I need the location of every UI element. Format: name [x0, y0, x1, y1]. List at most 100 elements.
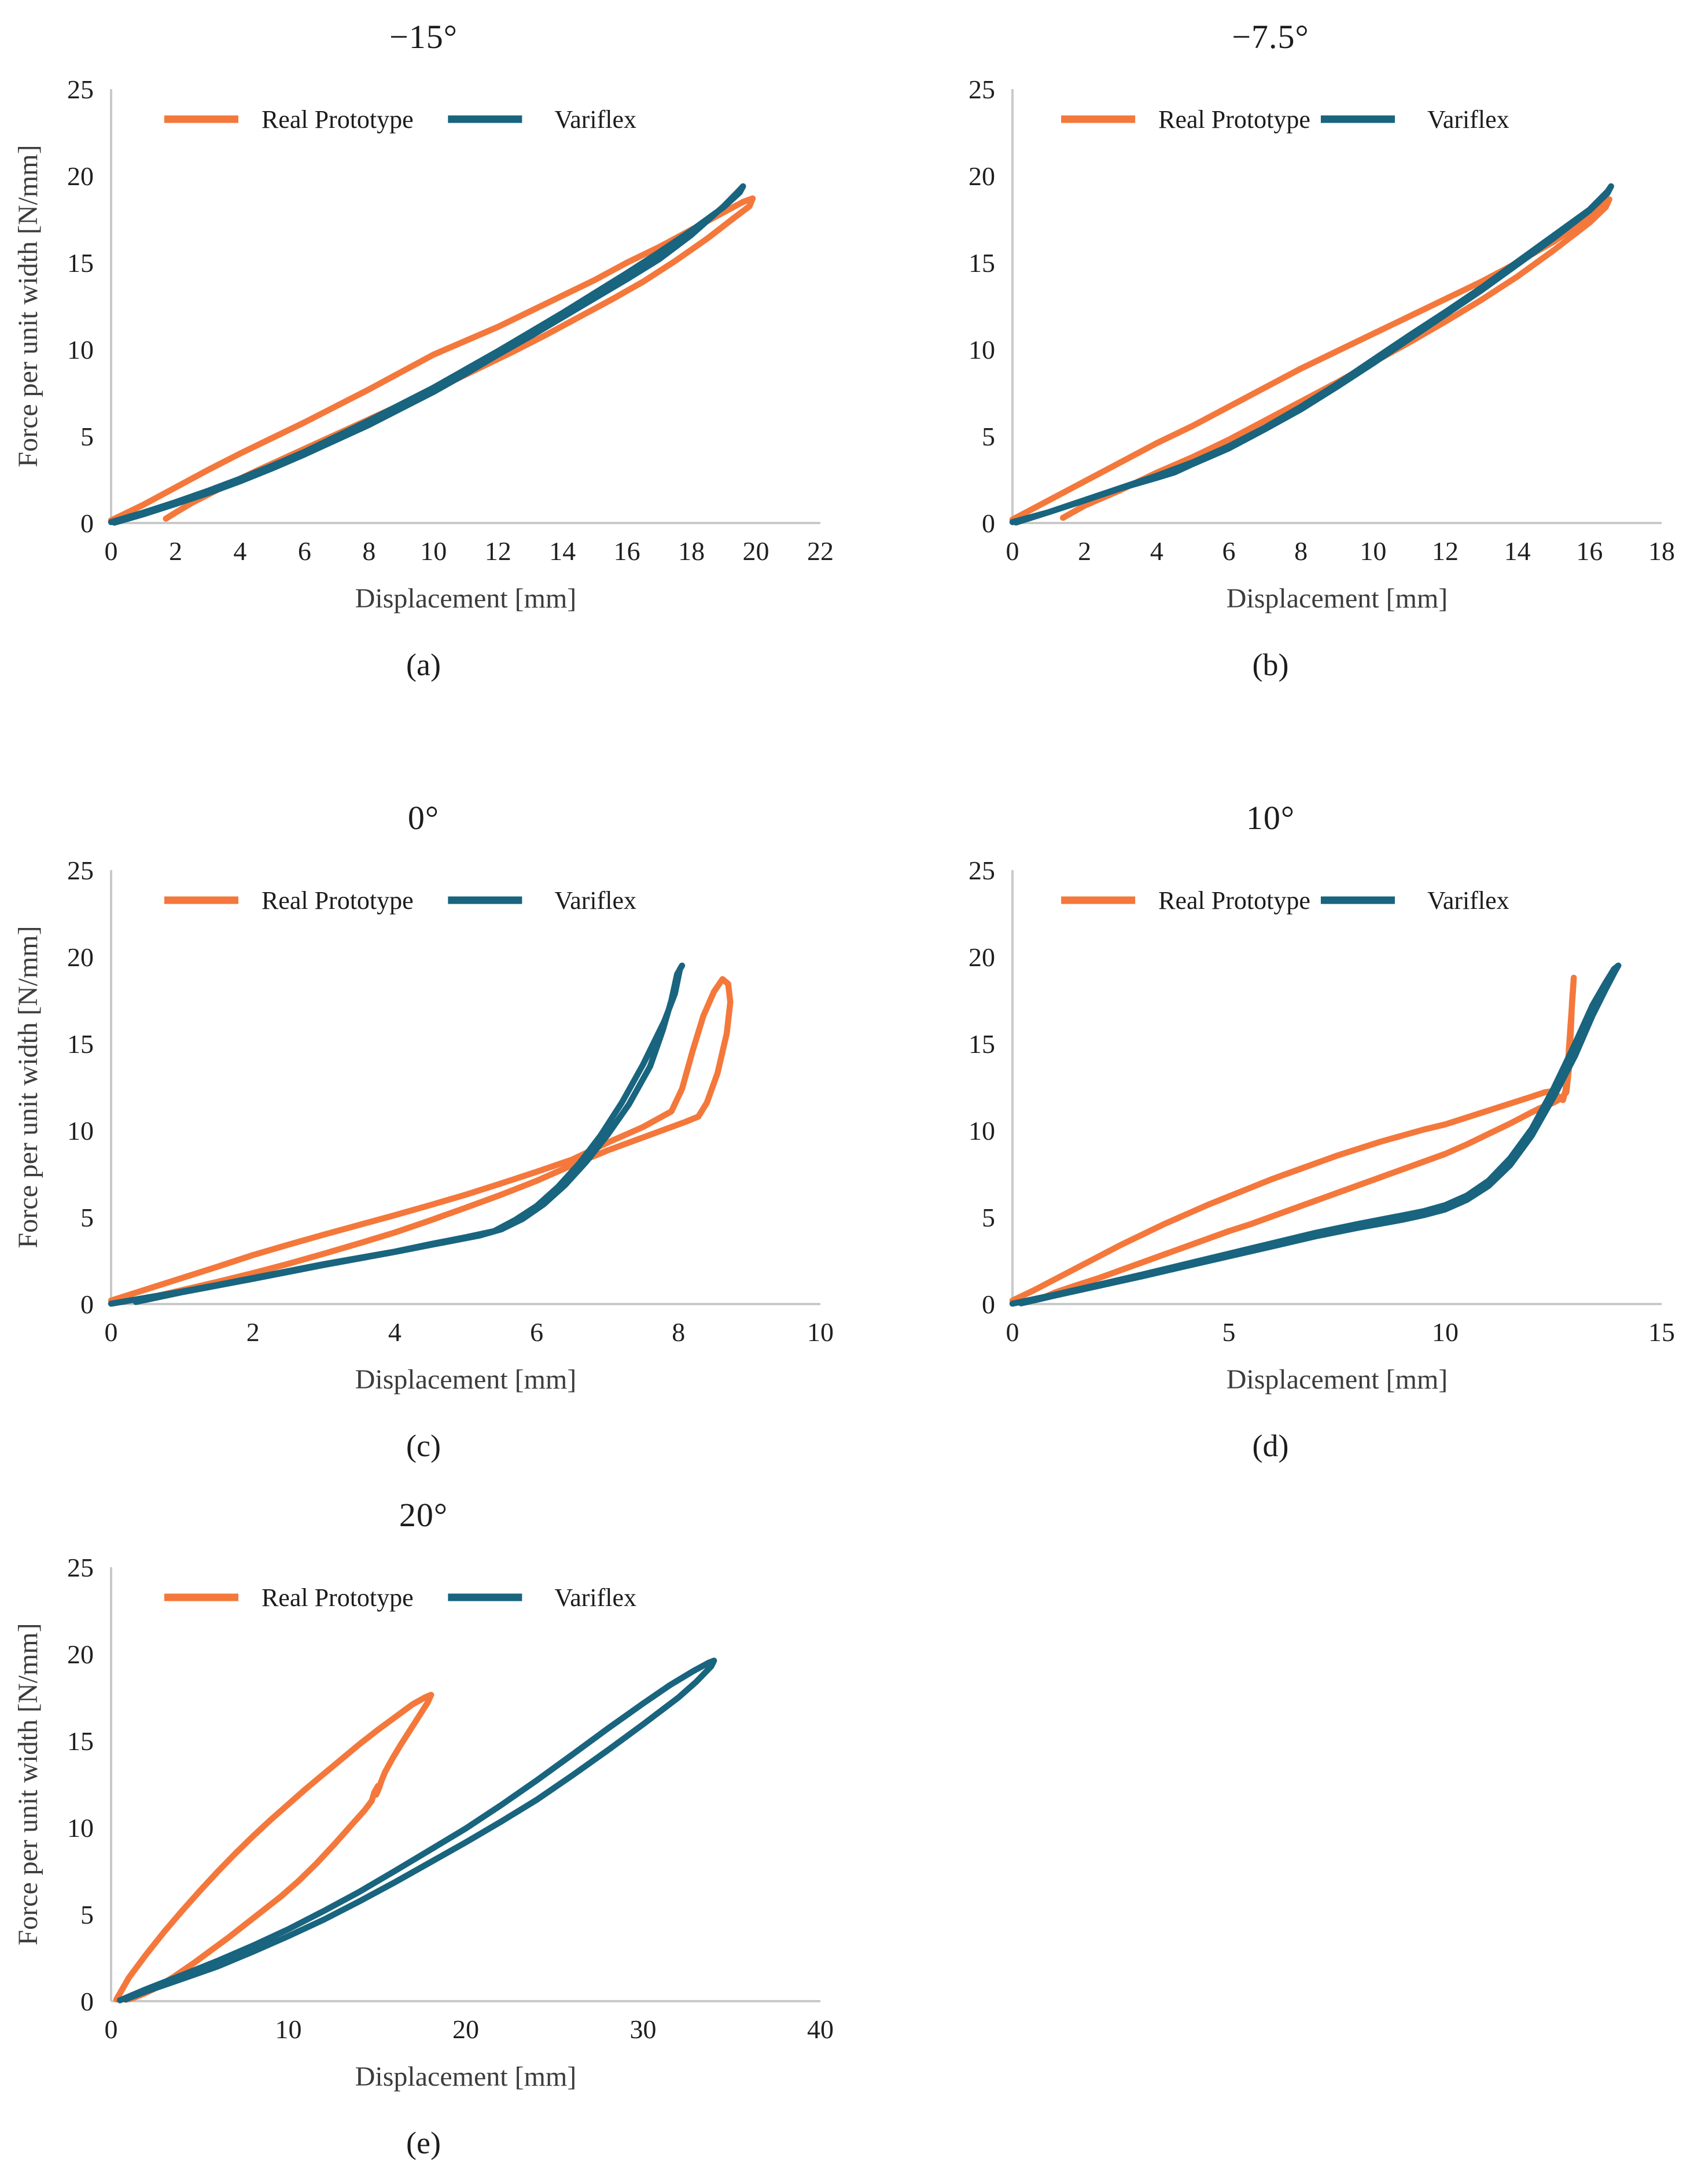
x-tick-label: 2 — [246, 1317, 260, 1347]
x-tick-label: 4 — [388, 1317, 402, 1347]
variflex-curve — [117, 1658, 717, 2003]
y-tick-label: 0 — [80, 1290, 94, 1319]
y-tick-label: 0 — [80, 509, 94, 538]
legend-label-variflex: Variflex — [554, 1583, 636, 1612]
x-tick-label: 14 — [549, 536, 576, 566]
x-tick-label: 0 — [105, 536, 118, 566]
y-tick-label: 0 — [982, 509, 995, 538]
chart-plot-a: 0 2 4 6 8 10 12 14 16 18 20 22 0 5 10 15 20 25 Displacemen… — [0, 65, 847, 627]
x-tick-label: 15 — [1648, 1317, 1675, 1347]
y-tick-label: 15 — [67, 1726, 94, 1756]
x-tick-label: 8 — [362, 536, 375, 566]
y-tick-label: 10 — [67, 1813, 94, 1843]
x-tick-label: 8 — [672, 1317, 685, 1347]
y-tick-label: 10 — [67, 335, 94, 364]
variflex-curve — [108, 183, 746, 526]
chart-plot-e: 0 10 20 30 40 0 5 10 15 20 25 Displacement [mm] Forc… — [0, 1543, 847, 2105]
y-tick-label: 15 — [968, 1029, 995, 1059]
x-tick-label: 0 — [1006, 1317, 1019, 1347]
legend-label-real-prototype: Real Prototype — [262, 886, 414, 915]
x-tick-label: 20 — [743, 536, 769, 566]
y-tick-label: 20 — [968, 942, 995, 972]
chart-title-d: 10° — [1246, 799, 1295, 837]
chart-svg-d: 0 5 10 15 0 5 10 15 20 25 Displacement [mm] Real Pr… — [968, 856, 1675, 1395]
x-tick-label: 18 — [1648, 536, 1675, 566]
y-tick-label: 25 — [67, 75, 94, 104]
chart-svg-a: 0 2 4 6 8 10 12 14 16 18 20 22 0 5 10 15 20 25 Displacemen… — [13, 75, 834, 614]
y-tick-label: 10 — [968, 1116, 995, 1146]
chart-plot-c: 0 2 4 6 8 10 0 5 10 15 20 25 Displacement [mm] Force … — [0, 846, 847, 1408]
x-tick-label: 0 — [1006, 536, 1019, 566]
chart-caption-b: (b) — [1252, 647, 1289, 682]
x-tick-label: 22 — [807, 536, 834, 566]
x-tick-label: 0 — [105, 2014, 118, 2044]
x-tick-label: 40 — [807, 2014, 834, 2044]
variflex-curve — [1009, 962, 1622, 1307]
y-tick-label: 5 — [982, 422, 995, 451]
y-tick-label: 15 — [968, 248, 995, 278]
chart-caption-e: (e) — [406, 2126, 441, 2160]
y-tick-label: 0 — [80, 1987, 94, 2016]
x-tick-label: 20 — [452, 2014, 479, 2044]
chart-title-a: −15° — [389, 18, 458, 56]
x-tick-label: 16 — [1576, 536, 1603, 566]
x-tick-label: 4 — [233, 536, 246, 566]
x-tick-label: 18 — [678, 536, 705, 566]
chart-panel-c: 0° 0 2 4 6 8 10 0 5 10 15 20 25 Displacement [mm] For… — [0, 735, 847, 1463]
x-tick-label: 12 — [485, 536, 511, 566]
chart-caption-a: (a) — [406, 647, 441, 682]
x-axis-title: Displacement [mm] — [1227, 583, 1448, 614]
y-tick-label: 20 — [968, 161, 995, 191]
empty-panel — [847, 1455, 1694, 2184]
x-tick-label: 10 — [807, 1317, 834, 1347]
y-tick-label: 20 — [67, 942, 94, 972]
y-tick-label: 20 — [67, 161, 94, 191]
x-axis-title: Displacement [mm] — [355, 583, 577, 614]
x-tick-label: 2 — [1078, 536, 1091, 566]
x-tick-label: 8 — [1294, 536, 1308, 566]
x-axis-title: Displacement [mm] — [355, 1364, 577, 1395]
x-tick-label: 6 — [530, 1317, 543, 1347]
x-tick-label: 12 — [1432, 536, 1459, 566]
chart-title-e: 20° — [399, 1496, 448, 1534]
chart-caption-c: (c) — [406, 1428, 441, 1463]
chart-panel-d: 10° 0 5 10 15 0 5 10 15 20 25 Displacement [mm] Rea… — [847, 735, 1694, 1463]
real-prototype-curve — [1009, 196, 1612, 523]
variflex-curve — [108, 962, 686, 1307]
real-prototype-curve — [113, 1692, 434, 2003]
x-axis-title: Displacement [mm] — [355, 2061, 577, 2092]
y-tick-label: 10 — [968, 335, 995, 364]
y-tick-label: 10 — [67, 1116, 94, 1146]
x-tick-label: 10 — [275, 2014, 302, 2044]
y-tick-label: 25 — [968, 856, 995, 885]
chart-title-c: 0° — [407, 799, 440, 837]
chart-plot-b: 0 2 4 6 8 10 12 14 16 18 0 5 10 15 20 25 Displacement [m… — [847, 65, 1694, 627]
chart-panel-a: −15° 0 2 4 6 8 10 12 14 16 18 20 22 0 5 10 15 20 25 Displa… — [0, 0, 847, 735]
real-prototype-curve — [108, 195, 756, 524]
x-tick-label: 4 — [1150, 536, 1163, 566]
y-axis-title: Force per unit width [N/mm] — [13, 145, 43, 467]
x-tick-label: 10 — [1432, 1317, 1459, 1347]
chart-title-b: −7.5° — [1232, 18, 1309, 56]
x-tick-label: 2 — [169, 536, 182, 566]
y-tick-label: 15 — [67, 248, 94, 278]
y-tick-label: 25 — [67, 856, 94, 885]
y-tick-label: 15 — [67, 1029, 94, 1059]
y-tick-label: 5 — [80, 422, 94, 451]
chart-svg-c: 0 2 4 6 8 10 0 5 10 15 20 25 Displacement [mm] Force … — [13, 856, 834, 1395]
x-axis-title: Displacement [mm] — [1227, 1364, 1448, 1395]
x-tick-label: 10 — [1360, 536, 1386, 566]
real-prototype-curve — [108, 976, 734, 1304]
x-tick-label: 5 — [1222, 1317, 1236, 1347]
legend-label-variflex: Variflex — [1427, 886, 1509, 915]
chart-svg-b: 0 2 4 6 8 10 12 14 16 18 0 5 10 15 20 25 Displacement [m… — [968, 75, 1675, 614]
y-tick-label: 5 — [982, 1203, 995, 1232]
legend-label-real-prototype: Real Prototype — [262, 1583, 414, 1612]
x-tick-label: 14 — [1504, 536, 1531, 566]
chart-svg-e: 0 10 20 30 40 0 5 10 15 20 25 Displacement [mm] Forc… — [13, 1553, 834, 2092]
legend-label-variflex: Variflex — [554, 105, 636, 134]
real-prototype-curve — [1009, 974, 1577, 1304]
chart-plot-d: 0 5 10 15 0 5 10 15 20 25 Displacement [mm] Real Pr… — [847, 846, 1694, 1408]
y-tick-label: 20 — [67, 1640, 94, 1669]
